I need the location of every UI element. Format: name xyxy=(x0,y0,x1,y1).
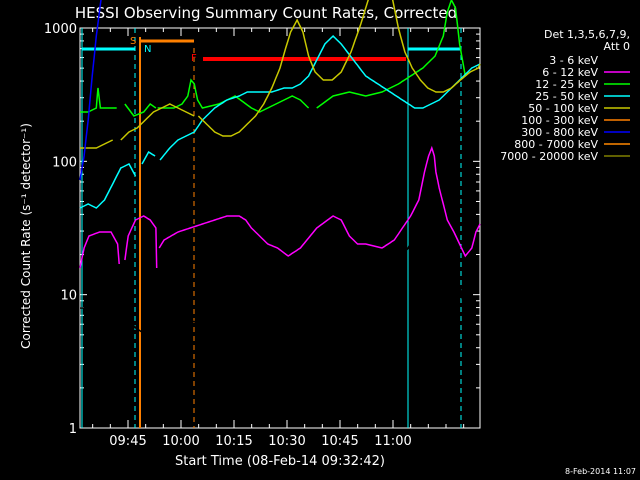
series-line xyxy=(158,145,481,258)
legend-label: 7000 - 20000 keV xyxy=(500,150,598,163)
legend-header: Det 1,3,5,6,7,9, xyxy=(544,28,630,41)
y-tick-label: 1 xyxy=(69,422,77,437)
y-tick-label: 1000 xyxy=(44,22,77,37)
legend-label: 6 - 12 keV xyxy=(542,66,598,79)
saa-label: S xyxy=(130,36,136,47)
plot-area: 1 10 100 1000 09:45 10:00 10:15 10:30 10:45 11:00… xyxy=(44,0,481,449)
flare-label: F xyxy=(191,53,197,64)
legend-label: 12 - 25 keV xyxy=(535,78,598,91)
legend-label: 100 - 300 keV xyxy=(521,114,598,127)
series-line xyxy=(80,87,117,113)
x-tick-label: 10:45 xyxy=(321,434,358,449)
series-line xyxy=(141,150,156,165)
x-axis-label: Start Time (08-Feb-14 09:32:42) xyxy=(175,454,385,469)
date-stamp: 8-Feb-2014 11:07 xyxy=(565,467,636,476)
legend-label: 800 - 7000 keV xyxy=(514,138,598,151)
series-line xyxy=(157,78,310,113)
series-line xyxy=(156,158,476,329)
y-axis-label: Corrected Count Rate (s⁻¹ detector⁻¹) xyxy=(19,123,33,349)
series-line xyxy=(121,314,156,333)
chart-title: HESSI Observing Summary Count Rates, Cor… xyxy=(75,4,457,22)
legend-label: 25 - 50 keV xyxy=(535,90,598,103)
series-line xyxy=(79,231,120,269)
x-tick-label: 10:00 xyxy=(162,434,199,449)
plot-frame xyxy=(79,27,481,429)
x-tick-label: 09:45 xyxy=(109,434,146,449)
series-line xyxy=(79,163,137,209)
legend-label: 300 - 800 keV xyxy=(521,126,598,139)
y-tick-label: 100 xyxy=(52,155,77,170)
series-line xyxy=(316,0,467,109)
series-line xyxy=(197,0,481,137)
series-line xyxy=(124,215,158,269)
series-line xyxy=(159,34,481,161)
legend-label: 50 - 100 keV xyxy=(528,102,598,115)
series-line xyxy=(124,102,157,117)
legend-header: Att 0 xyxy=(604,40,630,53)
x-tick-label: 10:15 xyxy=(215,434,252,449)
y-axis-label-text: Corrected Count Rate (s⁻¹ detector⁻¹) xyxy=(19,123,33,349)
legend-label: 3 - 6 keV xyxy=(549,54,598,67)
x-tick-label: 11:00 xyxy=(374,434,411,449)
series-line xyxy=(120,103,195,141)
night-label: N xyxy=(144,44,151,55)
x-tick-label: 10:30 xyxy=(268,434,305,449)
y-tick-label: 10 xyxy=(60,289,77,304)
series-line xyxy=(80,307,120,349)
